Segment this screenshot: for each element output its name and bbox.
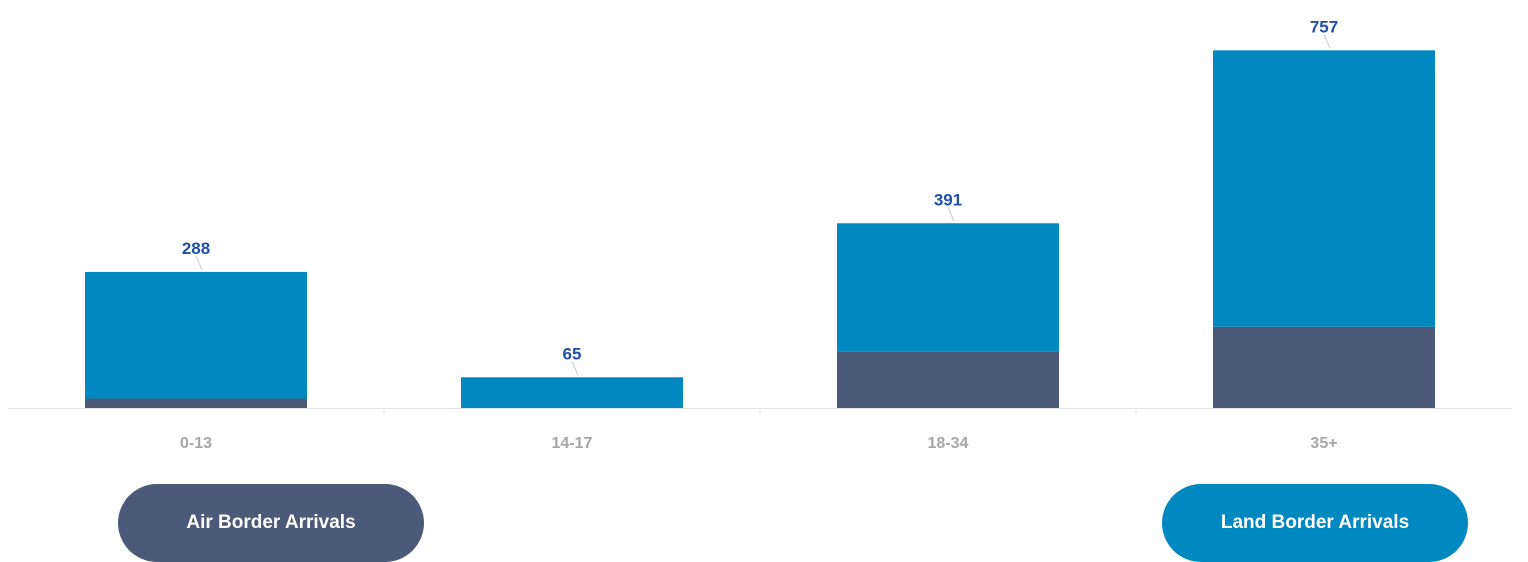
data-label-leader bbox=[1323, 34, 1331, 49]
legend-land-border-arrivals[interactable]: Land Border Arrivals bbox=[1162, 484, 1468, 562]
data-label-leader bbox=[571, 361, 579, 376]
category-label-35+: 35+ bbox=[1310, 435, 1337, 452]
category-label-18-34: 18-34 bbox=[928, 435, 969, 452]
total-label-35+: 757 bbox=[1310, 17, 1338, 36]
category-label-0-13: 0-13 bbox=[180, 435, 212, 452]
total-label-14-17: 65 bbox=[563, 344, 582, 363]
category-label-14-17: 14-17 bbox=[552, 435, 593, 452]
bar-land-18-34 bbox=[837, 223, 1059, 352]
total-label-0-13: 288 bbox=[182, 239, 210, 258]
bar-air-35+ bbox=[1213, 326, 1435, 408]
legend-air-border-arrivals[interactable]: Air Border Arrivals bbox=[118, 484, 424, 562]
bar-air-18-34 bbox=[837, 351, 1059, 408]
data-label-leader bbox=[195, 255, 203, 271]
bar-land-0-13 bbox=[85, 271, 307, 399]
total-label-18-34: 391 bbox=[934, 190, 962, 209]
bar-land-35+ bbox=[1213, 50, 1435, 327]
bar-land-14-17 bbox=[461, 377, 683, 408]
bar-air-0-13 bbox=[85, 398, 307, 408]
data-label-leader bbox=[947, 207, 955, 222]
stacked-bar-chart: 288 0-13 65 14-17 391 18-34 757 35+ bbox=[8, 17, 1512, 452]
